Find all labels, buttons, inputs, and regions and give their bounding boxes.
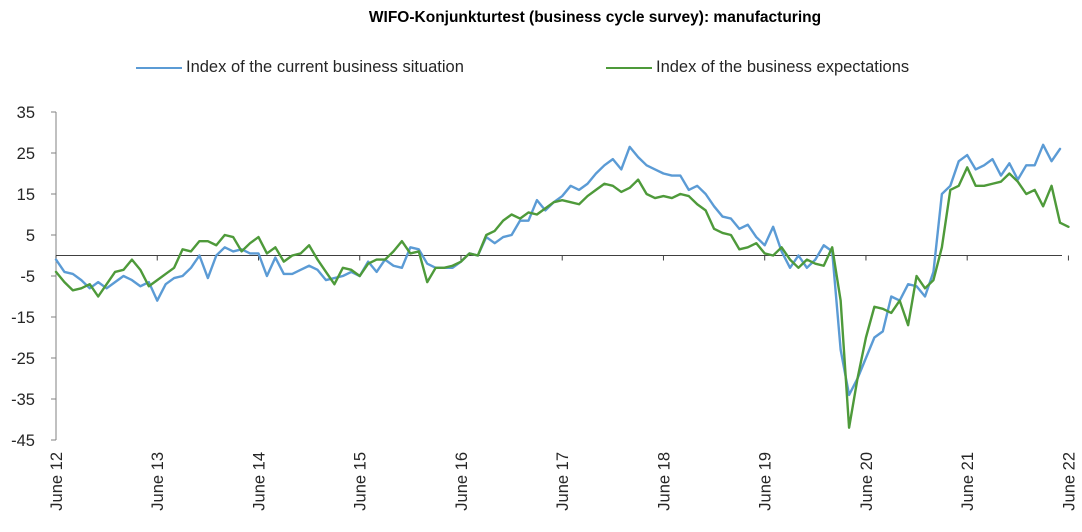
x-tick-label: June 13	[149, 452, 167, 511]
y-tick-label: 25	[17, 145, 35, 163]
legend-label-expectations: Index of the business expectations	[656, 58, 910, 76]
y-tick-label: -5	[20, 268, 35, 286]
y-tick-label: -45	[11, 432, 35, 450]
x-tick-label: June 18	[655, 452, 673, 511]
series-line-current-situation	[54, 143, 1062, 397]
x-tick-label: June 12	[48, 452, 66, 511]
x-tick-label: June 16	[453, 452, 471, 511]
legend-label-current-situation: Index of the current business situation	[186, 58, 464, 76]
x-tick-label: June 17	[554, 452, 572, 511]
legend-item-current-situation: Index of the current business situation	[136, 58, 464, 77]
y-tick-label: 15	[17, 186, 35, 204]
y-tick-label: 5	[26, 227, 35, 245]
x-tick-label: June 22	[1060, 452, 1078, 511]
y-tick-label: -25	[11, 350, 35, 368]
y-tick-label: 35	[17, 104, 35, 122]
x-tick-label: June 14	[250, 452, 268, 511]
legend: Index of the current business situation …	[0, 58, 1082, 78]
chart-title: WIFO-Konjunkturtest (business cycle surv…	[368, 9, 822, 26]
legend-swatch-blue	[136, 66, 182, 69]
x-tick-label: June 21	[959, 452, 977, 511]
legend-item-expectations: Index of the business expectations	[606, 58, 909, 77]
x-tick-label: June 15	[352, 452, 370, 511]
series-line-expectations	[54, 166, 1070, 429]
x-tick-label: June 19	[757, 452, 775, 511]
x-tick-label: June 20	[858, 452, 876, 511]
y-tick-label: -35	[11, 391, 35, 409]
legend-swatch-green	[606, 66, 652, 69]
y-tick-label: -15	[11, 309, 35, 327]
